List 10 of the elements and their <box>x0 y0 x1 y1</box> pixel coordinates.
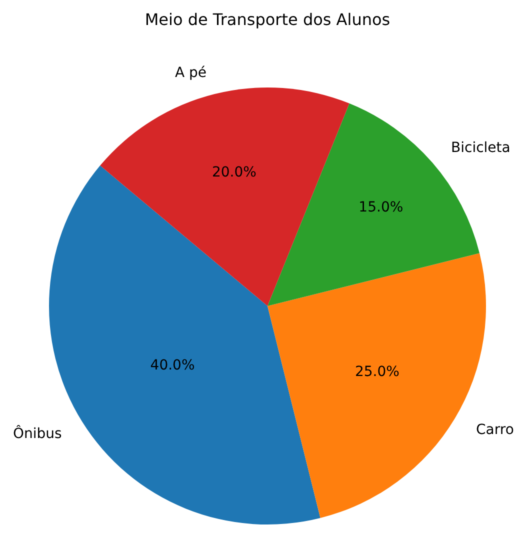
data-label: 15.0% <box>358 199 404 216</box>
chart-title: Meio de Transporte dos Alunos <box>144 10 390 30</box>
slice-label: A pé <box>175 65 207 81</box>
data-label: 40.0% <box>150 357 195 374</box>
slice-label: Carro <box>476 422 514 438</box>
data-label: 20.0% <box>212 164 256 180</box>
slice-label: Bicicleta <box>451 140 510 156</box>
data-label: 25.0% <box>354 364 400 380</box>
pie-slice <box>100 88 350 306</box>
slice-label: Ônibus <box>13 425 62 442</box>
